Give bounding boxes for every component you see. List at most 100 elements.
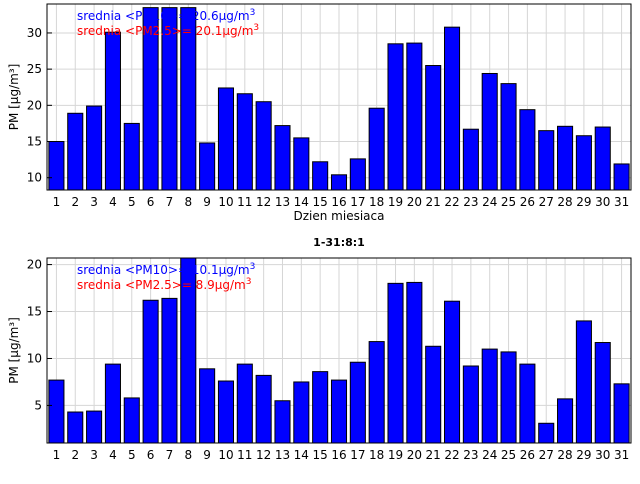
x-tick-label: 2 bbox=[71, 195, 79, 209]
x-tick-label: 30 bbox=[595, 195, 610, 209]
mean-annotation: srednia <PM10>= 10.1µg/m3 bbox=[77, 262, 255, 277]
bar-day-15 bbox=[312, 161, 329, 191]
bar-day-6 bbox=[142, 299, 159, 444]
y-tick-label: 20 bbox=[27, 98, 42, 112]
y-tick-label: 25 bbox=[27, 62, 42, 76]
bar-day-28 bbox=[557, 398, 574, 444]
x-tick-label: 18 bbox=[369, 448, 384, 462]
x-tick-label: 27 bbox=[539, 448, 554, 462]
bar-day-17 bbox=[349, 361, 366, 444]
x-tick-label: 1 bbox=[53, 195, 61, 209]
bar-day-10 bbox=[217, 87, 235, 191]
bar-day-2 bbox=[67, 112, 84, 191]
x-tick-label: 8 bbox=[184, 448, 192, 462]
bar-day-10 bbox=[217, 380, 235, 444]
x-tick-label: 21 bbox=[426, 448, 441, 462]
x-tick-label: 9 bbox=[203, 195, 211, 209]
x-tick-label: 23 bbox=[463, 448, 478, 462]
bar-day-20 bbox=[406, 42, 423, 191]
x-tick-label: 5 bbox=[128, 195, 136, 209]
bar-day-12 bbox=[255, 374, 272, 444]
bar-day-30 bbox=[594, 126, 611, 191]
x-tick-label: 29 bbox=[576, 195, 591, 209]
x-tick-label: 23 bbox=[463, 195, 478, 209]
bar-day-23 bbox=[462, 128, 479, 191]
x-tick-label: 1 bbox=[53, 448, 61, 462]
bar-day-21 bbox=[425, 345, 442, 444]
x-tick-label: 28 bbox=[557, 195, 572, 209]
x-tick-label: 13 bbox=[275, 448, 290, 462]
bar-day-29 bbox=[575, 320, 592, 444]
x-tick-label: 8 bbox=[184, 195, 192, 209]
bar-day-2 bbox=[67, 411, 84, 444]
x-tick-label: 14 bbox=[294, 448, 309, 462]
x-tick-label: 17 bbox=[350, 195, 365, 209]
x-tick-label: 30 bbox=[595, 448, 610, 462]
x-tick-label: 3 bbox=[90, 195, 98, 209]
bar-day-15 bbox=[312, 371, 329, 444]
x-tick-label: 22 bbox=[444, 195, 459, 209]
x-tick-label: 31 bbox=[614, 195, 629, 209]
bar-day-23 bbox=[462, 365, 479, 444]
x-tick-label: 24 bbox=[482, 448, 497, 462]
bar-day-31 bbox=[613, 163, 630, 191]
mean-annotation: srednia <PM2.5>= 8.9µg/m3 bbox=[77, 277, 251, 292]
y-tick-label: 10 bbox=[27, 351, 42, 365]
x-tick-label: 18 bbox=[369, 195, 384, 209]
bar-day-17 bbox=[349, 158, 366, 191]
y-tick-label: 5 bbox=[34, 398, 42, 412]
bar-day-18 bbox=[368, 107, 385, 191]
x-tick-label: 11 bbox=[237, 195, 252, 209]
bar-day-4 bbox=[104, 363, 121, 444]
x-tick-label: 20 bbox=[407, 448, 422, 462]
bar-day-22 bbox=[443, 300, 461, 444]
y-tick-label: 15 bbox=[27, 135, 42, 149]
axes-frame bbox=[46, 3, 632, 191]
bar-day-16 bbox=[330, 379, 348, 444]
bar-day-28 bbox=[557, 125, 574, 191]
bar-day-25 bbox=[500, 351, 517, 444]
bar-day-24 bbox=[481, 72, 498, 191]
bar-day-4 bbox=[104, 31, 121, 191]
y-tick-label: 30 bbox=[27, 26, 42, 40]
bar-day-26 bbox=[519, 363, 536, 444]
bar-day-27 bbox=[538, 422, 555, 444]
x-tick-label: 26 bbox=[520, 195, 535, 209]
bar-day-25 bbox=[500, 83, 517, 191]
bar-day-5 bbox=[123, 397, 140, 444]
x-tick-label: 16 bbox=[331, 195, 346, 209]
bar-day-24 bbox=[481, 348, 498, 444]
x-tick-label: 29 bbox=[576, 448, 591, 462]
bar-day-31 bbox=[613, 383, 630, 444]
x-tick-label: 12 bbox=[256, 195, 271, 209]
bar-day-13 bbox=[274, 400, 291, 444]
x-tick-label: 25 bbox=[501, 448, 516, 462]
bar-day-3 bbox=[86, 410, 103, 444]
x-tick-label: 10 bbox=[218, 448, 233, 462]
bar-day-12 bbox=[255, 101, 272, 191]
bar-day-30 bbox=[594, 342, 611, 444]
y-tick-label: 15 bbox=[27, 305, 42, 319]
x-tick-label: 19 bbox=[388, 195, 403, 209]
y-tick-label: 20 bbox=[27, 258, 42, 272]
x-tick-label: 3 bbox=[90, 448, 98, 462]
bar-day-3 bbox=[86, 105, 103, 191]
bar-day-14 bbox=[293, 137, 310, 191]
bar-day-21 bbox=[425, 65, 442, 191]
bar-day-16 bbox=[330, 174, 348, 191]
x-tick-label: 15 bbox=[313, 195, 328, 209]
bar-day-5 bbox=[123, 122, 140, 191]
x-axis-label: Dzien miesiaca bbox=[294, 209, 385, 223]
bar-day-27 bbox=[538, 130, 555, 191]
bar-day-1 bbox=[48, 141, 65, 191]
bar-day-13 bbox=[274, 125, 291, 191]
x-tick-label: 16 bbox=[331, 448, 346, 462]
bar-day-9 bbox=[199, 368, 216, 444]
chart-title: 1-31:8:1 bbox=[313, 236, 365, 249]
y-tick-label: 10 bbox=[27, 171, 42, 185]
x-tick-label: 31 bbox=[614, 448, 629, 462]
x-tick-label: 25 bbox=[501, 195, 516, 209]
y-axis-label: PM [µg/m³] bbox=[7, 317, 21, 384]
x-tick-label: 27 bbox=[539, 195, 554, 209]
